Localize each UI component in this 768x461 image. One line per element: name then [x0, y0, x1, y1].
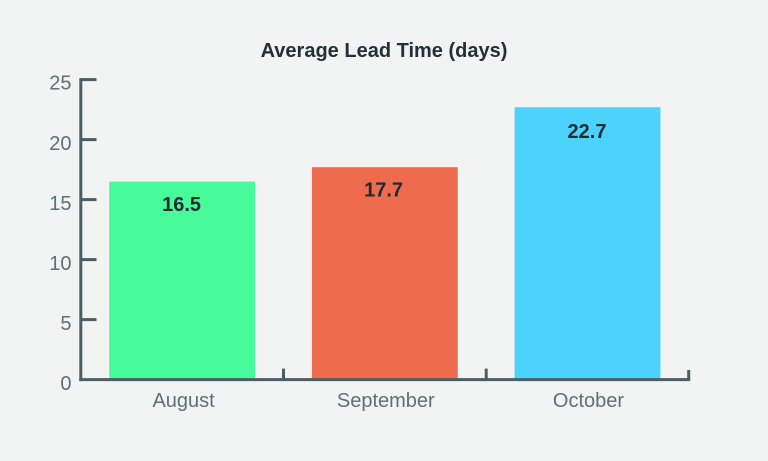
svg-text:10: 10: [49, 253, 71, 275]
svg-text:August: August: [152, 390, 215, 412]
svg-text:Average Lead Time (days): Average Lead Time (days): [261, 40, 508, 62]
svg-text:5: 5: [60, 313, 71, 335]
svg-text:16.5: 16.5: [162, 194, 201, 216]
svg-text:22.7: 22.7: [568, 121, 607, 143]
svg-text:25: 25: [49, 73, 71, 95]
svg-text:15: 15: [49, 193, 71, 215]
svg-text:0: 0: [60, 373, 71, 395]
svg-text:October: October: [553, 390, 624, 412]
svg-text:20: 20: [49, 133, 71, 155]
svg-text:17.7: 17.7: [364, 180, 403, 202]
svg-text:September: September: [337, 390, 435, 412]
